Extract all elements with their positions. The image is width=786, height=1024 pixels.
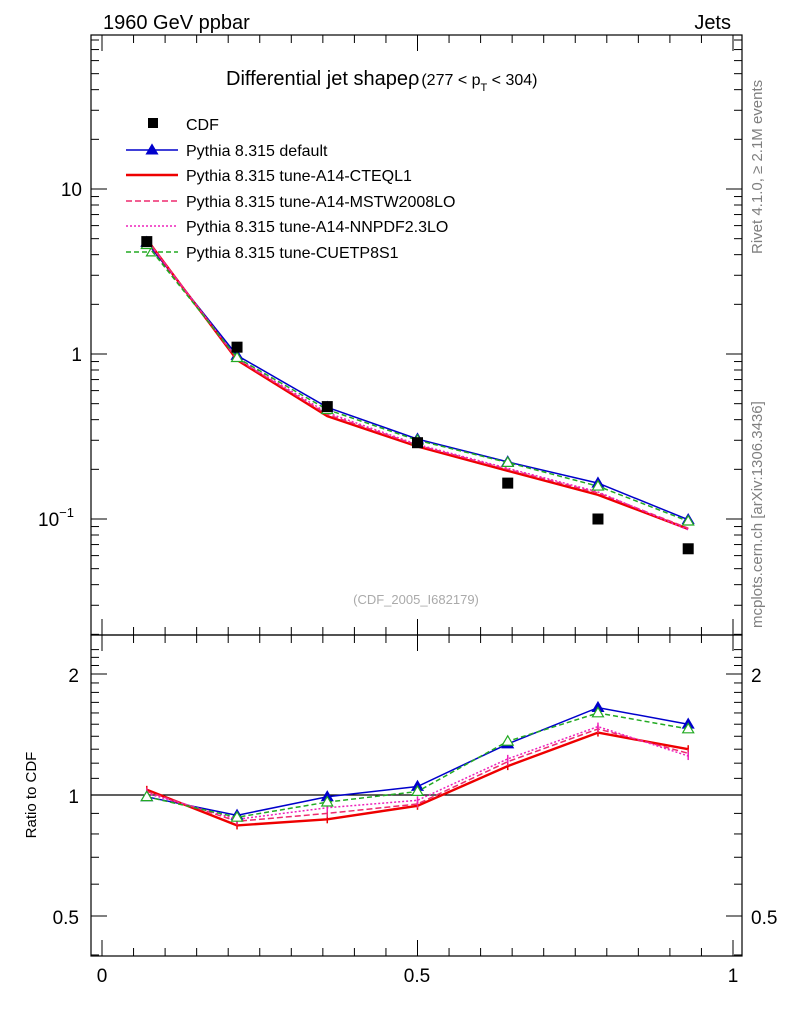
x-tick-label-0: 0 bbox=[97, 966, 108, 987]
legend-marker-data bbox=[148, 118, 158, 128]
ratio-tick-label-2-right: 2 bbox=[751, 666, 762, 687]
header-right: Jets bbox=[694, 12, 731, 34]
data-point bbox=[321, 401, 333, 413]
series-line-1 bbox=[145, 238, 689, 531]
series-point-4 bbox=[501, 455, 515, 467]
ratio-tick-label-1: 1 bbox=[68, 787, 79, 808]
series-point-4 bbox=[591, 479, 605, 491]
data-point bbox=[412, 437, 423, 449]
series-ratio-point-4 bbox=[140, 790, 154, 802]
ratio-tick-label-0p5: 0.5 bbox=[53, 908, 79, 929]
series-ratio-point-4 bbox=[591, 706, 605, 718]
header-left: 1960 GeV ppbar bbox=[103, 12, 250, 34]
plot-title: Differential jet shapeρ (277 < pT < 304) bbox=[226, 68, 538, 94]
legend-label-series-1: Pythia 8.315 tune-A14-CTEQL1 bbox=[186, 168, 412, 185]
series-ratio-point-4 bbox=[230, 810, 244, 822]
rivet-version-label: Rivet 4.1.0, ≥ 2.1M events bbox=[749, 80, 766, 254]
y-tick-label-0p1: 10−1 bbox=[38, 505, 74, 531]
series-line-4 bbox=[146, 244, 689, 522]
series-line-0 bbox=[146, 241, 689, 521]
legend-marker-series-0 bbox=[145, 143, 159, 155]
data-point bbox=[502, 477, 514, 489]
series-ratio-line-1 bbox=[146, 731, 689, 827]
y-tick-label-10: 10 bbox=[61, 180, 82, 201]
x-tick-label-0p5: 0.5 bbox=[404, 966, 430, 987]
mcplots-label: mcplots.cern.ch [arXiv:1306.3436] bbox=[749, 401, 766, 628]
legend-label-series-0: Pythia 8.315 default bbox=[186, 143, 328, 160]
series-line-2 bbox=[146, 238, 689, 529]
data-marks bbox=[140, 235, 695, 830]
data-point bbox=[592, 513, 604, 525]
legend-label-series-3: Pythia 8.315 tune-A14-NNPDF2.3LO bbox=[186, 219, 448, 236]
ratio-tick-label-2: 2 bbox=[68, 666, 79, 687]
data-point bbox=[141, 236, 153, 248]
legend-label-data: CDF bbox=[186, 117, 219, 134]
y-tick-label-1: 1 bbox=[71, 345, 82, 366]
ratio-axis-title: Ratio to CDF bbox=[23, 752, 40, 839]
analysis-watermark: (CDF_2005_I682179) bbox=[353, 592, 479, 607]
series-ratio-point-4 bbox=[501, 734, 515, 746]
data-point bbox=[231, 341, 243, 353]
legend-label-series-4: Pythia 8.315 tune-CUETP8S1 bbox=[186, 245, 399, 262]
legend: CDF Pythia 8.315 default Pythia 8.315 tu… bbox=[126, 117, 455, 262]
x-tick-label-1: 1 bbox=[728, 966, 739, 987]
series-ratio-point-4 bbox=[410, 784, 425, 796]
series-point-4 bbox=[230, 350, 244, 363]
legend-label-series-2: Pythia 8.315 tune-A14-MSTW2008LO bbox=[186, 194, 455, 211]
series-ratio-point-4 bbox=[681, 722, 695, 734]
series-point-4 bbox=[681, 514, 695, 526]
series-ratio-point-4 bbox=[320, 795, 334, 807]
data-point bbox=[682, 543, 694, 555]
axis-ticks bbox=[91, 35, 742, 956]
ratio-tick-label-0p5-right: 0.5 bbox=[751, 908, 777, 929]
